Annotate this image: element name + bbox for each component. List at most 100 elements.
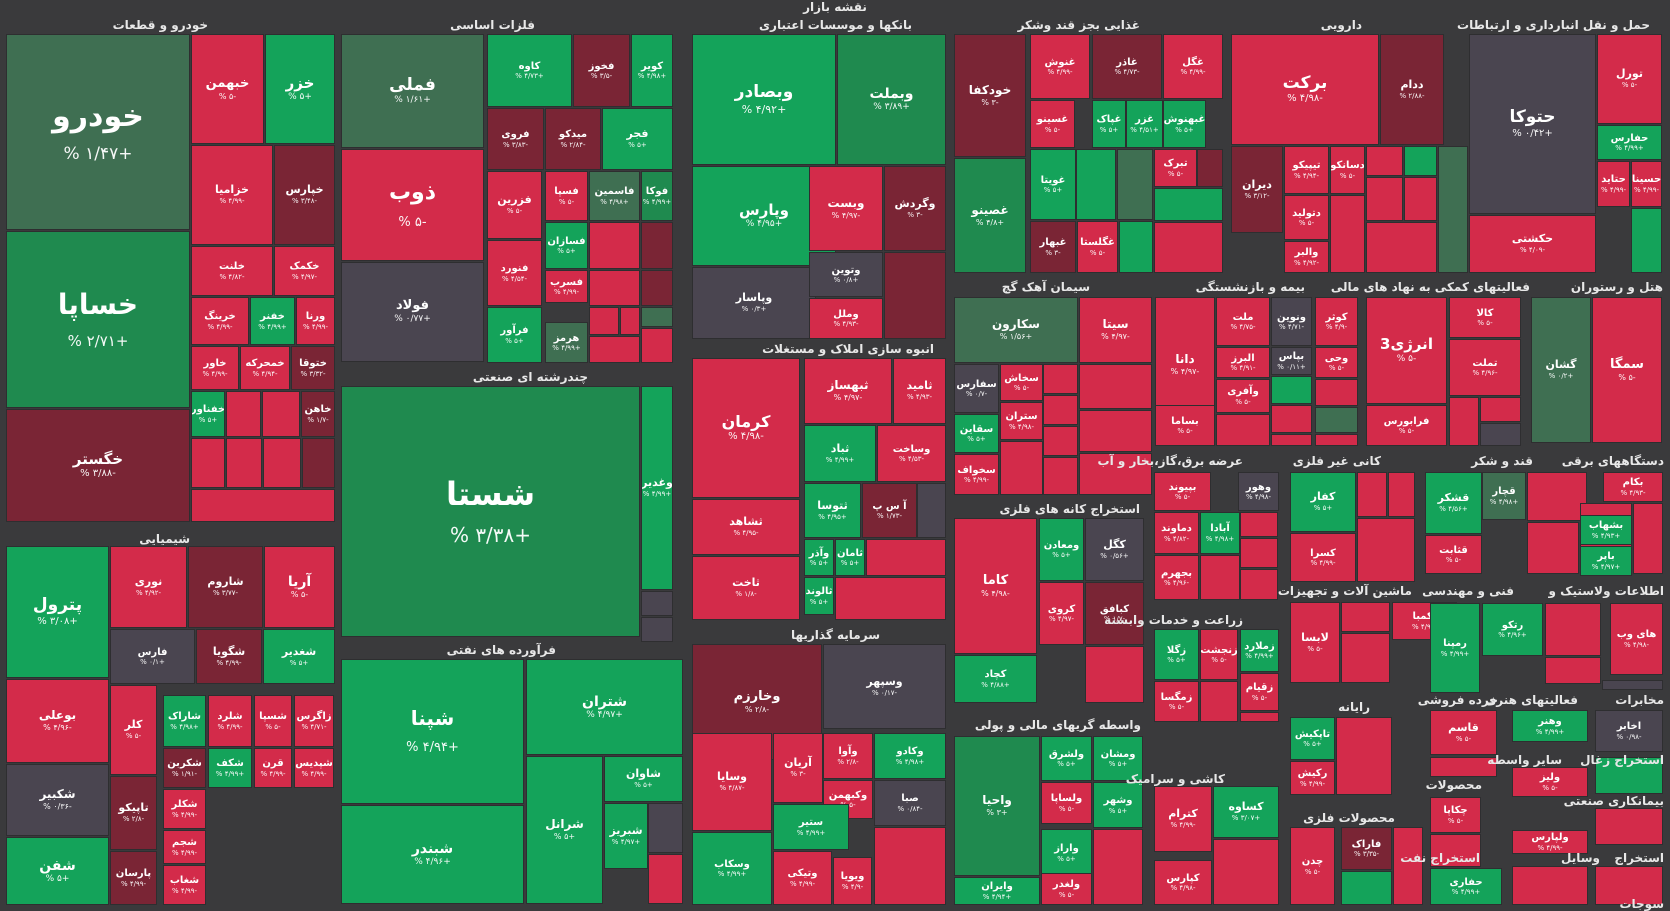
stock-tile[interactable]: شفن +۵ % xyxy=(6,837,109,905)
stock-tile[interactable]: شکف +۴/۹۹ % xyxy=(208,748,252,788)
treemap-tile-unlabelled[interactable] xyxy=(1240,712,1279,722)
stock-tile[interactable]: بکام -۴/۹۳ % xyxy=(1603,472,1663,502)
treemap-tile-unlabelled[interactable] xyxy=(1545,603,1601,656)
treemap-tile-unlabelled[interactable] xyxy=(1595,866,1663,905)
stock-tile[interactable]: گشان +۰/۲ % xyxy=(1531,297,1591,443)
treemap-tile-unlabelled[interactable] xyxy=(1480,397,1521,422)
treemap-tile-unlabelled[interactable] xyxy=(866,539,946,576)
stock-tile[interactable]: واحیا +۳ % xyxy=(954,736,1040,876)
stock-tile[interactable]: خزامیا -۴/۹۹ % xyxy=(191,145,273,245)
stock-tile[interactable]: غاذر -۴/۷۳ % xyxy=(1092,34,1162,99)
treemap-tile-unlabelled[interactable] xyxy=(1480,423,1521,446)
stock-tile[interactable]: فاراک -۳/۳۵ % xyxy=(1341,827,1392,870)
stock-tile[interactable]: زقیام -۵ % xyxy=(1240,673,1279,711)
treemap-tile-unlabelled[interactable] xyxy=(1240,569,1278,600)
treemap-tile-unlabelled[interactable] xyxy=(1393,827,1423,905)
stock-tile[interactable]: بپیوند -۵ % xyxy=(1154,472,1211,511)
treemap-tile-unlabelled[interactable] xyxy=(641,270,673,306)
stock-tile[interactable]: فزرین -۵ % xyxy=(487,171,542,239)
stock-tile[interactable]: وآوا -۲/۸ % xyxy=(823,733,873,779)
stock-tile[interactable]: شکلر -۴/۹۹ % xyxy=(163,789,206,829)
stock-tile[interactable]: غپاک +۵ % xyxy=(1092,100,1126,148)
stock-tile[interactable]: زملارد +۴/۹۹ % xyxy=(1240,629,1279,672)
treemap-tile-unlabelled[interactable] xyxy=(1527,522,1579,574)
treemap-tile-unlabelled[interactable] xyxy=(1200,681,1238,722)
stock-tile[interactable]: خاهن -۱/۷ % xyxy=(301,391,335,437)
stock-tile[interactable]: شبندر +۴/۹۶ % xyxy=(341,805,524,904)
stock-tile[interactable]: بساما -۵ % xyxy=(1155,405,1215,446)
treemap-tile-unlabelled[interactable] xyxy=(1093,829,1143,905)
stock-tile[interactable]: کبافق -۱/۷ % xyxy=(1085,582,1144,645)
treemap-tile-unlabelled[interactable] xyxy=(1271,376,1312,404)
stock-tile[interactable]: فملی +۱/۶۱ % xyxy=(341,34,484,148)
treemap-tile-unlabelled[interactable] xyxy=(1000,441,1043,495)
treemap-tile-unlabelled[interactable] xyxy=(648,803,683,853)
stock-tile[interactable]: فخوز -۳/۵ % xyxy=(573,34,630,107)
stock-tile[interactable]: وبصادر +۴/۹۲ % xyxy=(692,34,836,165)
treemap-tile-unlabelled[interactable] xyxy=(1633,503,1663,574)
stock-tile[interactable]: ولشرق +۵ % xyxy=(1041,736,1092,781)
stock-tile[interactable]: آریان -۳ % xyxy=(773,733,823,803)
stock-tile[interactable]: تبرک -۵ % xyxy=(1154,149,1197,187)
stock-tile[interactable]: وملل -۴/۹۳ % xyxy=(809,298,883,339)
stock-tile[interactable]: کگل +۰/۵۶ % xyxy=(1085,518,1144,581)
stock-tile[interactable]: دسانکو -۵ % xyxy=(1330,146,1365,194)
stock-tile[interactable]: شتران +۴/۹۷ % xyxy=(526,659,683,755)
treemap-tile-unlabelled[interactable] xyxy=(1595,757,1663,794)
stock-tile[interactable]: آریا -۵ % xyxy=(264,546,335,628)
stock-tile[interactable]: حتوکا +۰/۴۲ % xyxy=(1469,34,1596,214)
treemap-tile-unlabelled[interactable] xyxy=(641,328,673,363)
treemap-tile-unlabelled[interactable] xyxy=(1545,657,1601,684)
stock-tile[interactable]: غسینو -۵ % xyxy=(1030,100,1075,148)
stock-tile[interactable]: خاور -۴/۹۹ % xyxy=(191,346,239,390)
treemap-tile-unlabelled[interactable] xyxy=(1315,434,1358,446)
treemap-tile-unlabelled[interactable] xyxy=(1430,834,1481,867)
stock-tile[interactable]: بپاس +۰/۱۱ % xyxy=(1271,347,1312,375)
stock-tile[interactable]: دتولید -۵ % xyxy=(1284,195,1329,240)
treemap-tile-unlabelled[interactable] xyxy=(1341,633,1390,683)
stock-tile[interactable]: سمگا -۵ % xyxy=(1592,297,1662,443)
stock-tile[interactable]: ختوقا -۳/۳۲ % xyxy=(291,346,335,390)
stock-tile[interactable]: وتوین +۰/۸ % xyxy=(809,252,883,297)
stock-tile[interactable]: شستا +۳/۳۸ % xyxy=(341,386,640,637)
stock-tile[interactable]: غبهار -۳ % xyxy=(1030,221,1076,273)
treemap-tile-unlabelled[interactable] xyxy=(884,252,946,339)
stock-tile[interactable]: شکبیر -۰/۳۶ % xyxy=(6,764,109,836)
stock-tile[interactable]: ولغدر -۵ % xyxy=(1041,873,1092,905)
stock-tile[interactable]: کوثر -۴/۹ % xyxy=(1315,297,1358,346)
stock-tile[interactable]: خرینگ -۴/۹۹ % xyxy=(191,297,249,345)
treemap-tile-unlabelled[interactable] xyxy=(1315,379,1358,406)
stock-tile[interactable]: حتاید -۴/۹۹ % xyxy=(1597,161,1630,207)
stock-tile[interactable]: ثشاهد -۴/۹۵ % xyxy=(692,499,800,555)
stock-tile[interactable]: وسایا -۴/۸۷ % xyxy=(692,733,772,831)
treemap-tile-unlabelled[interactable] xyxy=(1341,602,1390,632)
treemap-tile-unlabelled[interactable] xyxy=(648,854,683,904)
stock-tile[interactable]: ثتوسا +۴/۹۵ % xyxy=(804,483,861,538)
treemap-tile-unlabelled[interactable] xyxy=(620,307,640,335)
treemap-tile-unlabelled[interactable] xyxy=(191,489,335,522)
stock-tile[interactable]: خساپا +۲/۷۱ % xyxy=(6,231,190,408)
stock-tile[interactable]: اخابر -۰/۹۸ % xyxy=(1595,710,1663,752)
stock-tile[interactable]: قاسم -۵ % xyxy=(1430,710,1497,755)
stock-tile[interactable]: خفناور +۵ % xyxy=(191,391,225,437)
stock-tile[interactable]: سقاین +۵ % xyxy=(954,414,999,453)
stock-tile[interactable]: رکیش -۴/۹۹ % xyxy=(1290,761,1335,795)
stock-tile[interactable]: هرمز +۴/۹۹ % xyxy=(545,322,588,363)
stock-tile[interactable]: ملت -۴/۷۵ % xyxy=(1216,297,1270,346)
treemap-tile-unlabelled[interactable] xyxy=(302,438,335,488)
stock-tile[interactable]: رمپنا +۴/۹۹ % xyxy=(1430,603,1480,693)
stock-tile[interactable]: خپارس -۳/۴۸ % xyxy=(274,145,335,245)
stock-tile[interactable]: وسکاب +۴/۹۹ % xyxy=(692,832,772,905)
stock-tile[interactable]: سیتا -۴/۹۷ % xyxy=(1079,297,1152,363)
treemap-tile-unlabelled[interactable] xyxy=(1271,405,1312,433)
stock-tile[interactable]: بجهرم -۴/۹۶ % xyxy=(1154,555,1199,600)
stock-tile[interactable]: رتکو +۴/۹۶ % xyxy=(1482,603,1543,656)
treemap-tile-unlabelled[interactable] xyxy=(262,391,300,437)
stock-tile[interactable]: حفارس +۴/۹۹ % xyxy=(1597,125,1662,160)
stock-tile[interactable]: فجر +۵ % xyxy=(602,108,673,170)
treemap-tile-unlabelled[interactable] xyxy=(835,577,946,620)
stock-tile[interactable]: فاسمین +۴/۹۸ % xyxy=(589,171,640,221)
stock-tile[interactable]: خمحرکه -۴/۹۴ % xyxy=(240,346,290,390)
stock-tile[interactable]: فوکا +۴/۹۹ % xyxy=(641,171,673,221)
stock-tile[interactable]: حسینا -۴/۹۹ % xyxy=(1631,161,1662,207)
